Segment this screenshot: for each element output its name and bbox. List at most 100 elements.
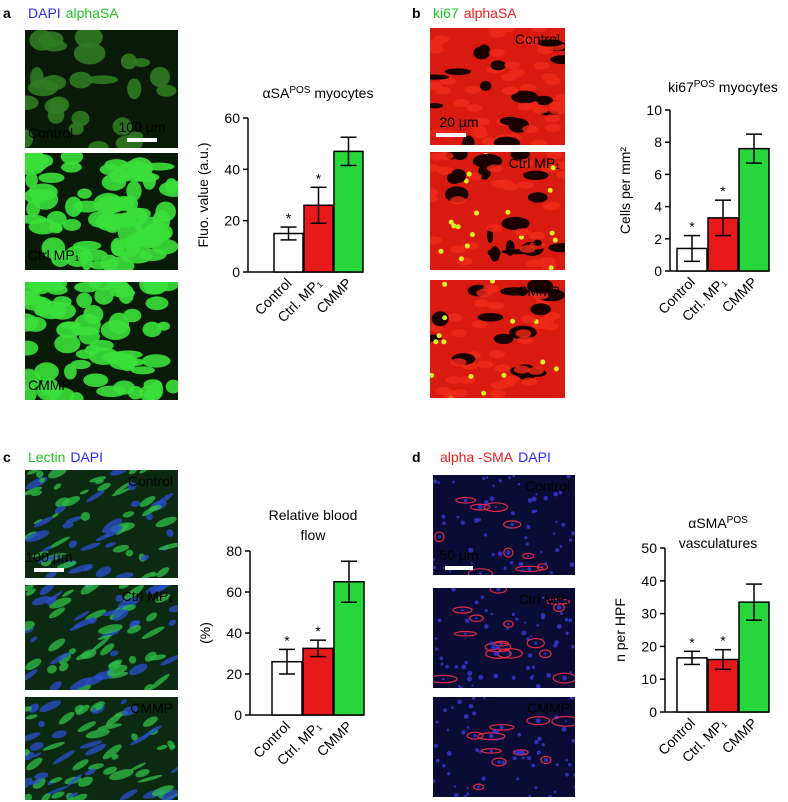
- nucleus: [511, 675, 516, 680]
- cell: [109, 169, 131, 184]
- vessel: [68, 564, 93, 574]
- vessel: [97, 482, 111, 492]
- cell: [38, 31, 64, 48]
- cell: [472, 320, 489, 329]
- nucleus: [441, 677, 445, 681]
- nucleus: [565, 631, 569, 635]
- nucleus: [489, 641, 494, 646]
- gap: [444, 68, 472, 75]
- bar: [738, 147, 770, 272]
- cell: [113, 350, 143, 359]
- title-text: αSMA: [688, 515, 727, 531]
- scale-bar-label: 100 μm: [119, 119, 166, 135]
- cell: [69, 71, 93, 89]
- gap: [493, 333, 514, 344]
- vessel: [48, 607, 65, 619]
- chart-title: ki67POS myocytes: [668, 79, 778, 96]
- nucleus: [458, 685, 463, 688]
- error-bar: [280, 226, 297, 241]
- vessel: [25, 486, 43, 496]
- nucleus: [520, 562, 524, 566]
- nucleus: [548, 265, 554, 270]
- nucleus: [507, 622, 510, 626]
- vessel: [25, 658, 42, 671]
- cell: [531, 139, 548, 145]
- gap: [493, 136, 520, 145]
- cell: [519, 244, 536, 253]
- gap: [462, 135, 475, 145]
- nucleus: [481, 390, 487, 396]
- vessel: [62, 522, 74, 529]
- gap: [477, 313, 504, 322]
- cell: [132, 57, 150, 68]
- nucleus: [561, 726, 567, 732]
- bar: [676, 657, 708, 713]
- significance-mark: *: [720, 183, 726, 199]
- vessel: [25, 627, 34, 634]
- y-tick-label: 60: [226, 584, 242, 600]
- cell: [522, 125, 539, 134]
- vessel: [36, 470, 44, 478]
- cell: [554, 161, 565, 170]
- nucleus: [480, 595, 484, 599]
- cell: [54, 334, 81, 354]
- vessel: [540, 755, 552, 765]
- vessel: [25, 668, 38, 682]
- nucleus: [501, 738, 504, 741]
- nucleus: [512, 756, 517, 761]
- vessel: [156, 744, 168, 751]
- cell: [430, 163, 440, 172]
- nucleus: [466, 787, 469, 790]
- cell: [25, 172, 38, 189]
- vessel: [503, 547, 514, 558]
- vessel: [114, 482, 131, 494]
- stain-legend: Lectin DAPI: [28, 449, 103, 465]
- cell: [104, 282, 130, 292]
- nucleus: [506, 550, 511, 555]
- nucleus: [510, 511, 515, 516]
- vessel: [137, 774, 163, 783]
- panel-letter: d: [412, 449, 421, 465]
- vessel: [70, 677, 92, 690]
- vessel: [67, 792, 79, 798]
- vessel: [118, 585, 130, 589]
- y-tick-label: 10: [646, 102, 662, 118]
- nucleus: [453, 793, 459, 797]
- cell: [25, 154, 46, 176]
- vessel: [485, 648, 512, 659]
- nucleus: [463, 713, 469, 719]
- cell: [25, 214, 47, 225]
- cell: [482, 284, 499, 293]
- vessel: [102, 518, 123, 534]
- panel-letter: b: [412, 5, 421, 21]
- nucleus: [495, 645, 500, 650]
- nucleus: [464, 243, 470, 249]
- vessel: [32, 752, 42, 758]
- nucleus: [433, 570, 435, 573]
- nucleus: [543, 495, 548, 501]
- nucleus: [475, 748, 480, 753]
- vessel: [47, 665, 57, 674]
- chart-title: αSAPOS myocytes: [263, 85, 374, 102]
- y-tick-label: 0: [654, 263, 662, 279]
- cell: [474, 117, 491, 126]
- vessel: [154, 585, 177, 592]
- nucleus: [531, 665, 536, 670]
- nucleus: [477, 517, 481, 522]
- vessel: [127, 625, 142, 634]
- vessel: [72, 759, 89, 771]
- vessel: [489, 588, 508, 594]
- nucleus: [535, 718, 541, 724]
- vessel: [53, 750, 75, 765]
- cell: [87, 75, 118, 85]
- vessel: [129, 663, 148, 676]
- vessel: [122, 585, 144, 602]
- cell: [526, 259, 543, 268]
- nucleus: [526, 665, 531, 670]
- cell: [517, 159, 534, 168]
- vessel: [25, 777, 33, 790]
- cell: [450, 358, 467, 367]
- cell: [73, 240, 102, 251]
- nucleus: [448, 570, 451, 573]
